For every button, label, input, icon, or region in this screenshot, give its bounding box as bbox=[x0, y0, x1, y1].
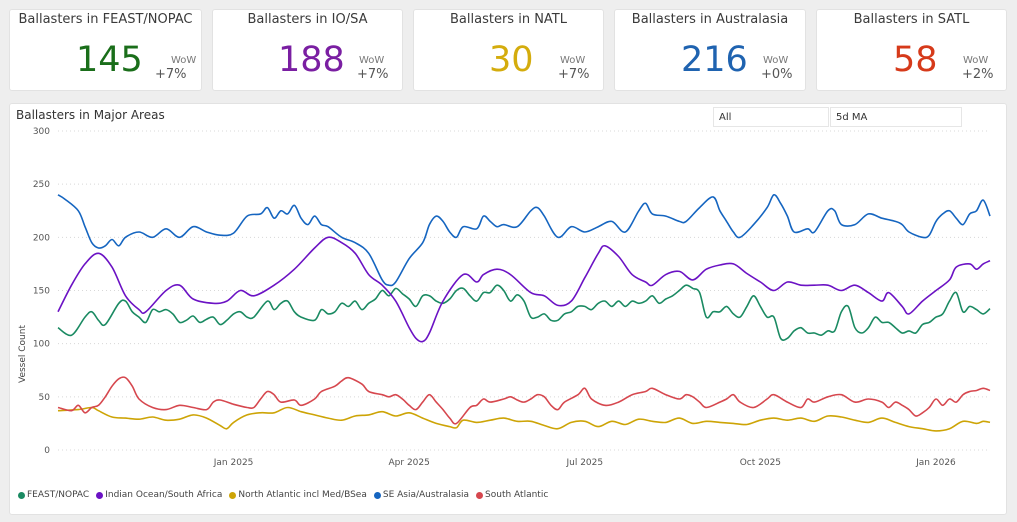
legend-label: South Atlantic bbox=[485, 490, 549, 500]
kpi-card-australasia: Ballasters in Australasia 216 WoW +0% bbox=[614, 9, 806, 91]
legend-item-south-atlantic[interactable]: South Atlantic bbox=[476, 490, 548, 500]
legend-dot bbox=[373, 491, 381, 499]
legend-item-se-asia[interactable]: SE Asia/Australasia bbox=[373, 490, 470, 500]
x-tick-label: Jan 2025 bbox=[213, 458, 254, 468]
series-line-south-atlantic[interactable] bbox=[57, 376, 991, 425]
y-tick-label: 250 bbox=[33, 180, 50, 190]
filter-all-slicer[interactable]: All bbox=[713, 107, 829, 127]
kpi-wow-label: WoW bbox=[359, 55, 385, 66]
legend-item-north-atlantic[interactable]: North Atlantic incl Med/BSea bbox=[229, 490, 367, 500]
kpi-wow-value: +7% bbox=[357, 67, 389, 82]
kpi-wow-label: WoW bbox=[763, 55, 789, 66]
y-tick-label: 100 bbox=[33, 340, 50, 350]
legend-item-indian-ocean[interactable]: Indian Ocean/South Africa bbox=[96, 490, 222, 500]
kpi-wow-label: WoW bbox=[963, 55, 989, 66]
kpi-card-satl: Ballasters in SATL 58 WoW +2% bbox=[816, 9, 1007, 91]
x-tick-label: Jul 2025 bbox=[565, 458, 603, 468]
kpi-title: Ballasters in FEAST/NOPAC bbox=[18, 12, 193, 27]
x-tick-label: Apr 2025 bbox=[389, 458, 430, 468]
chart-title: Ballasters in Major Areas bbox=[16, 108, 165, 122]
kpi-wow-value: +2% bbox=[962, 67, 994, 82]
chart-legend: FEAST/NOPAC Indian Ocean/South Africa No… bbox=[18, 490, 548, 500]
legend-label: Indian Ocean/South Africa bbox=[105, 490, 223, 500]
kpi-value: 58 bbox=[893, 40, 938, 80]
legend-dot bbox=[96, 491, 104, 499]
legend-dot bbox=[18, 491, 25, 499]
kpi-title: Ballasters in IO/SA bbox=[247, 12, 368, 27]
y-tick-label: 50 bbox=[39, 393, 51, 403]
legend-label: North Atlantic incl Med/BSea bbox=[238, 490, 367, 500]
series-line-feast-nopac[interactable] bbox=[57, 284, 991, 342]
legend-item-feast-nopac[interactable]: FEAST/NOPAC bbox=[18, 490, 89, 500]
kpi-title: Ballasters in SATL bbox=[853, 12, 970, 27]
kpi-wow-label: WoW bbox=[171, 55, 197, 66]
kpi-wow-value: +7% bbox=[155, 67, 187, 82]
x-tick-label: Jan 2026 bbox=[915, 458, 956, 468]
y-tick-label: 200 bbox=[33, 233, 50, 243]
line-chart: 0 50 100 150 200 250 300 Jan 2025 Apr 2025 Jul 2… bbox=[18, 127, 991, 468]
y-tick-label: 300 bbox=[33, 127, 50, 137]
kpi-value: 188 bbox=[278, 40, 345, 80]
series-line-indian-ocean-south-africa[interactable] bbox=[57, 236, 991, 343]
series-line-north-atlantic-incl-med-bsea[interactable] bbox=[57, 406, 991, 432]
chart-panel: Ballasters in Major Areas All 5d MA 0 50 1… bbox=[9, 103, 1007, 515]
y-axis-label: Vessel Count bbox=[18, 325, 28, 383]
kpi-title: Ballasters in NATL bbox=[450, 12, 567, 27]
legend-dot bbox=[229, 491, 237, 499]
series-line-se-asia-australasia[interactable] bbox=[57, 193, 991, 287]
kpi-value: 216 bbox=[681, 40, 748, 80]
kpi-value: 145 bbox=[76, 40, 143, 80]
kpi-title: Ballasters in Australasia bbox=[631, 12, 789, 27]
legend-label: FEAST/NOPAC bbox=[27, 490, 90, 500]
kpi-card-feast-nopac: Ballasters in FEAST/NOPAC 145 WoW +7% bbox=[9, 9, 202, 91]
legend-dot bbox=[476, 491, 484, 499]
kpi-wow-label: WoW bbox=[560, 55, 586, 66]
legend-label: SE Asia/Australasia bbox=[382, 490, 470, 500]
kpi-wow-value: +0% bbox=[761, 67, 793, 82]
y-tick-label: 0 bbox=[44, 446, 50, 456]
y-tick-label: 150 bbox=[33, 287, 50, 297]
kpi-wow-value: +7% bbox=[558, 67, 590, 82]
kpi-card-natl: Ballasters in NATL 30 WoW +7% bbox=[413, 9, 604, 91]
filter-5d-ma-slicer[interactable]: 5d MA bbox=[830, 107, 962, 127]
kpi-card-io-sa: Ballasters in IO/SA 188 WoW +7% bbox=[212, 9, 403, 91]
x-tick-label: Oct 2025 bbox=[740, 458, 781, 468]
kpi-value: 30 bbox=[489, 40, 534, 80]
